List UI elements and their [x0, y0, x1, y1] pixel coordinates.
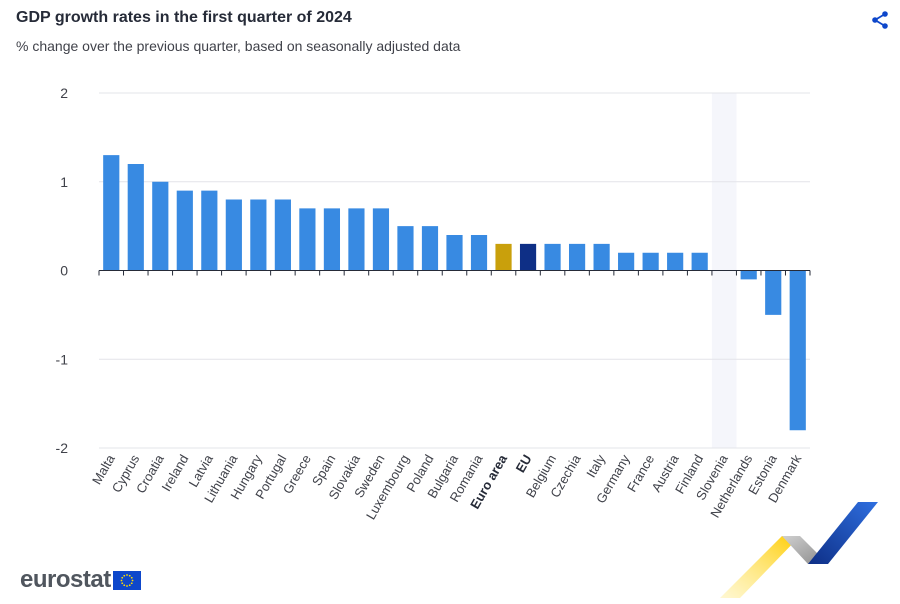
bar[interactable] [495, 243, 512, 271]
grid-layer [99, 92, 810, 449]
bar[interactable] [250, 199, 267, 271]
brand-name: eurostat [20, 566, 111, 593]
bar[interactable] [127, 164, 144, 271]
bar[interactable] [593, 243, 610, 271]
bar[interactable] [201, 190, 218, 271]
bar[interactable] [470, 235, 488, 271]
decorative-ribbon [720, 502, 878, 598]
chart-title: GDP growth rates in the first quarter of… [16, 9, 352, 26]
bar[interactable] [667, 252, 684, 271]
bar[interactable] [519, 243, 537, 271]
bar[interactable] [299, 208, 316, 271]
bar-chart: 210-1-2MaltaCyprusCroatiaIrelandLatviaLi… [56, 85, 811, 522]
bar[interactable] [372, 208, 390, 271]
y-tick-label: 0 [60, 263, 68, 279]
bar-layer [103, 155, 806, 431]
bar[interactable] [421, 226, 439, 271]
category-label: Italy [583, 452, 608, 481]
bar[interactable] [765, 270, 782, 315]
eu-flag-icon [112, 570, 141, 590]
bar[interactable] [274, 199, 291, 271]
bar[interactable] [323, 208, 341, 271]
bar[interactable] [176, 190, 193, 271]
bar[interactable] [740, 270, 757, 280]
bar[interactable] [544, 243, 561, 271]
bar[interactable] [348, 208, 365, 271]
bar[interactable] [446, 235, 463, 271]
category-label: EU [513, 452, 535, 475]
bar[interactable] [642, 252, 659, 271]
axis-layer [98, 270, 811, 276]
bar[interactable] [568, 243, 586, 271]
eurostat-logo: eurostat [20, 566, 141, 594]
bar[interactable] [789, 270, 806, 431]
label-layer: 210-1-2MaltaCyprusCroatiaIrelandLatviaLi… [56, 85, 805, 522]
bar[interactable] [103, 155, 120, 271]
bar[interactable] [618, 252, 635, 271]
bar[interactable] [225, 199, 242, 271]
y-tick-label: 1 [60, 174, 68, 190]
y-tick-label: -1 [56, 351, 69, 367]
bar[interactable] [397, 226, 414, 271]
chart-subtitle: % change over the previous quarter, base… [16, 38, 461, 54]
y-tick-label: 2 [60, 85, 68, 101]
share-icon[interactable] [870, 10, 890, 30]
bar[interactable] [691, 252, 708, 271]
bar[interactable] [152, 181, 169, 271]
y-tick-label: -2 [56, 440, 69, 456]
